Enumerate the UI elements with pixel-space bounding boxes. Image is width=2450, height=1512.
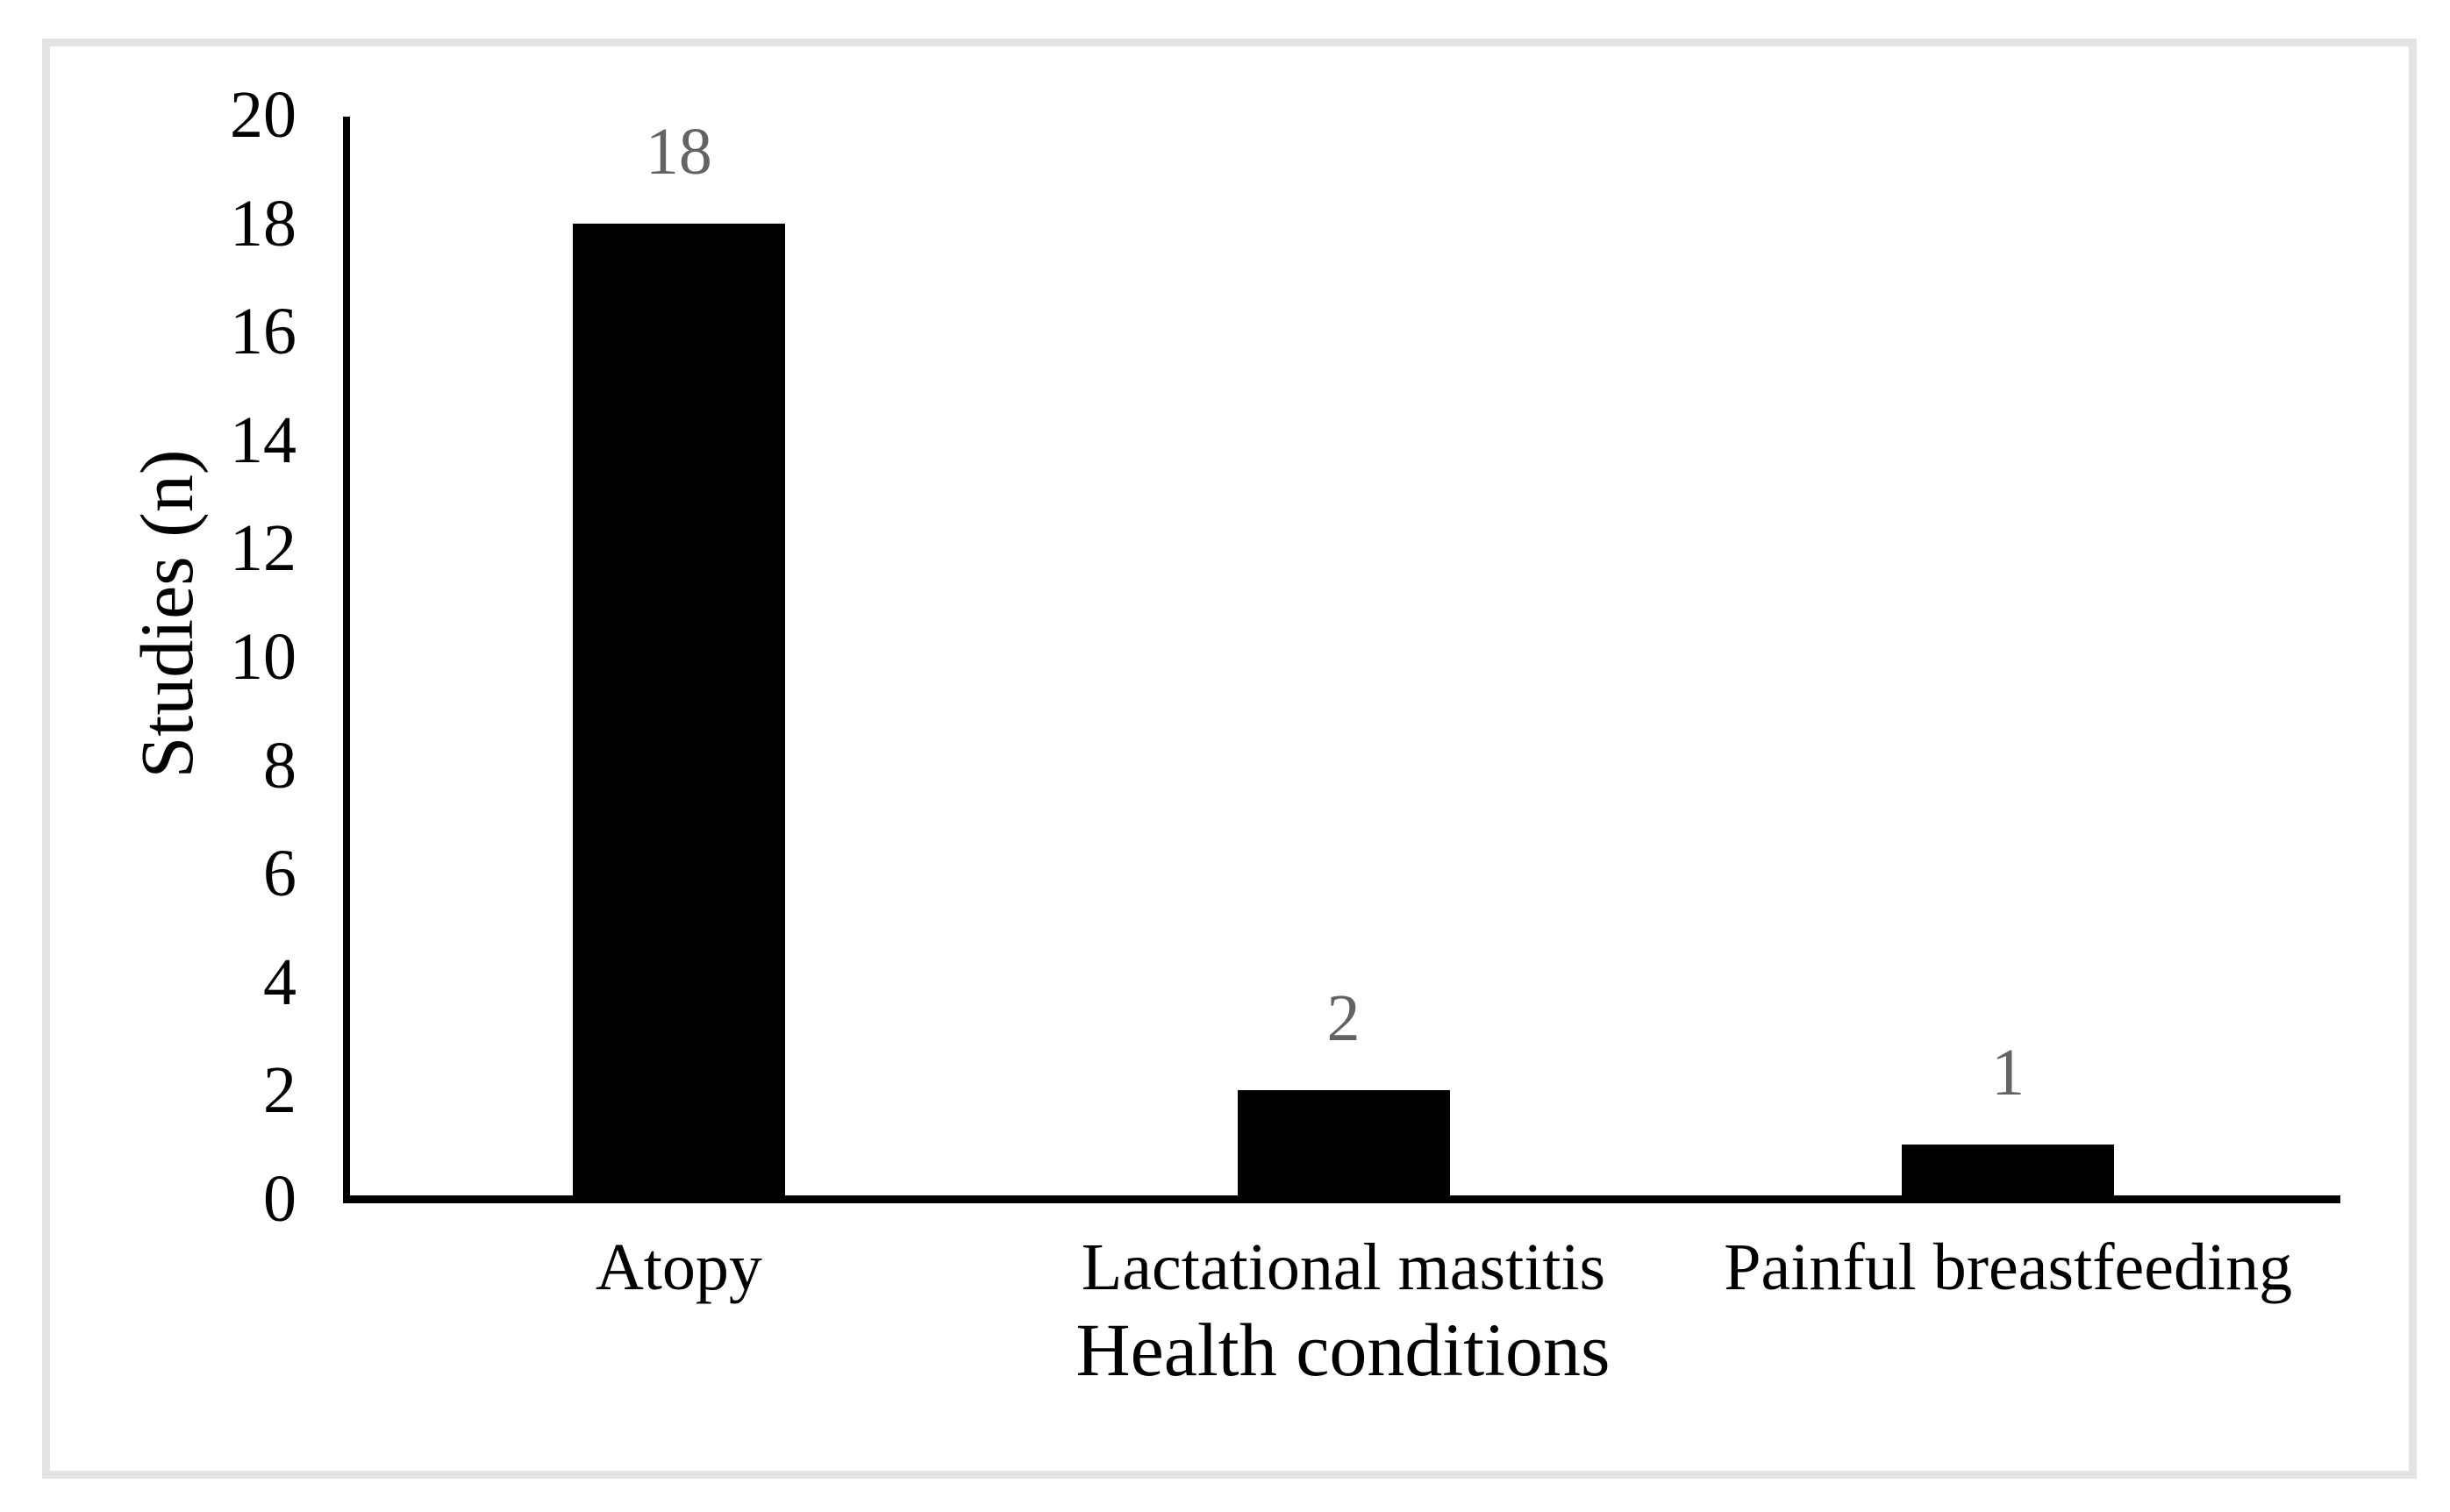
y-tick-label: 16 [230, 295, 296, 369]
y-tick-label: 12 [230, 511, 296, 586]
bar [572, 223, 785, 1199]
y-tick-label: 2 [263, 1053, 296, 1128]
figure-border [42, 39, 2417, 1479]
y-tick-label: 0 [263, 1162, 296, 1236]
bar-data-label: 2 [1326, 981, 1361, 1056]
category-label: Atopy [595, 1230, 762, 1304]
y-tick-label: 20 [230, 78, 296, 152]
y-tick-label: 10 [230, 620, 296, 694]
x-axis-title: Health conditions [1075, 1308, 1611, 1392]
y-tick-label: 14 [230, 403, 296, 477]
category-label: Lactational mastitis [1081, 1230, 1606, 1304]
y-tick-label: 8 [263, 728, 296, 802]
y-tick-label: 6 [263, 837, 296, 911]
bar-data-label: 18 [645, 114, 712, 189]
bar [1902, 1145, 2115, 1199]
y-axis-line [343, 117, 350, 1203]
bar-data-label: 1 [1991, 1036, 2025, 1110]
bar [1237, 1090, 1450, 1199]
y-tick-label: 4 [263, 945, 296, 1019]
x-axis-line [343, 1195, 2340, 1203]
y-tick-label: 18 [230, 186, 296, 260]
category-label: Painful breastfeeding [1724, 1230, 2293, 1304]
